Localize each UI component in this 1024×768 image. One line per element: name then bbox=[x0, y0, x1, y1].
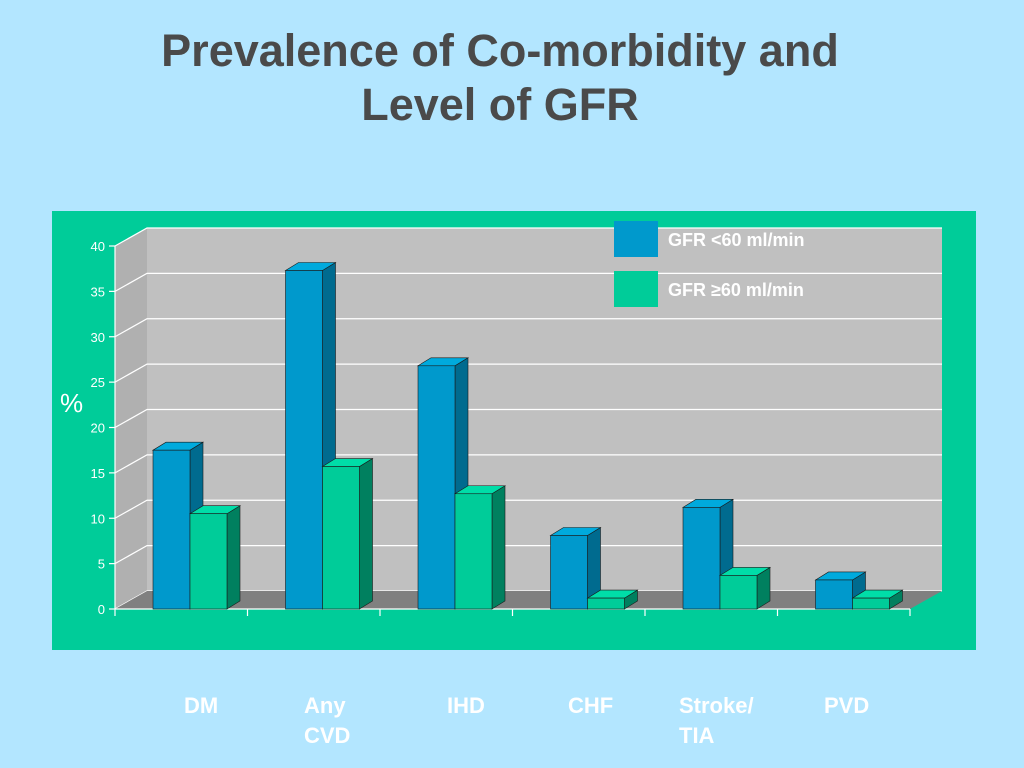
y-axis-label: % bbox=[60, 388, 84, 418]
gridline bbox=[114, 318, 942, 338]
y-tick-label: 10 bbox=[91, 511, 105, 526]
gridline bbox=[114, 408, 942, 429]
gridline bbox=[114, 454, 942, 474]
bar-any-cvd-gfr-lt-60 bbox=[285, 270, 323, 610]
y-tick-label: 0 bbox=[98, 602, 105, 617]
category-label-stroke-tia: Stroke/ TIA bbox=[679, 693, 754, 748]
bar-any-cvd-gfr-ge-60 bbox=[322, 466, 360, 610]
legend-label-gfr-ge-60: GFR ≥60 ml/min bbox=[668, 280, 804, 300]
bar-ihd-gfr-lt-60 bbox=[417, 365, 456, 610]
legend-label-gfr-lt-60: GFR <60 ml/min bbox=[668, 230, 805, 250]
bar-dm-gfr-lt-60 bbox=[152, 449, 191, 610]
slide-title: Prevalence of Co-morbidity and Level of … bbox=[0, 24, 1000, 132]
bar-stroke-tia-gfr-lt-60 bbox=[682, 507, 721, 610]
legend-swatch-gfr-ge-60 bbox=[614, 271, 658, 307]
category-label-chf: CHF bbox=[568, 693, 614, 718]
bar-dm-gfr-ge-60-side bbox=[226, 505, 241, 610]
gridline bbox=[114, 545, 942, 565]
category-label-any-cvd: Any CVD bbox=[304, 693, 351, 748]
y-tick-label: 5 bbox=[98, 557, 105, 572]
y-tick-label: 40 bbox=[91, 239, 105, 254]
gridline bbox=[114, 499, 942, 519]
bar-any-cvd-gfr-ge-60-side bbox=[359, 457, 373, 610]
y-tick-label: 20 bbox=[91, 421, 105, 436]
bar-pvd-gfr-lt-60 bbox=[815, 579, 853, 610]
legend-swatch-gfr-lt-60 bbox=[614, 221, 658, 257]
bar-dm-gfr-ge-60 bbox=[189, 513, 228, 610]
gridline bbox=[114, 272, 942, 292]
title-line-1: Prevalence of Co-morbidity and bbox=[161, 25, 839, 76]
category-label-dm: DM bbox=[184, 693, 219, 718]
bar-stroke-tia-gfr-ge-60 bbox=[719, 575, 758, 610]
y-tick-label: 35 bbox=[91, 284, 105, 299]
bar-ihd-gfr-ge-60 bbox=[454, 493, 493, 610]
y-tick-label: 30 bbox=[91, 330, 105, 345]
bar-ihd-gfr-ge-60-side bbox=[491, 485, 506, 610]
gridline bbox=[114, 363, 942, 383]
title-line-2: Level of GFR bbox=[361, 79, 639, 130]
bar-chf-gfr-ge-60 bbox=[587, 597, 625, 610]
gridline bbox=[114, 227, 942, 247]
bar-chf-gfr-lt-60 bbox=[550, 535, 588, 610]
y-tick-label: 15 bbox=[91, 466, 105, 481]
y-tick-label: 25 bbox=[91, 375, 105, 390]
bar-pvd-gfr-ge-60 bbox=[852, 597, 890, 610]
category-label-pvd: PVD bbox=[824, 693, 870, 718]
category-label-ihd: IHD bbox=[447, 693, 485, 718]
